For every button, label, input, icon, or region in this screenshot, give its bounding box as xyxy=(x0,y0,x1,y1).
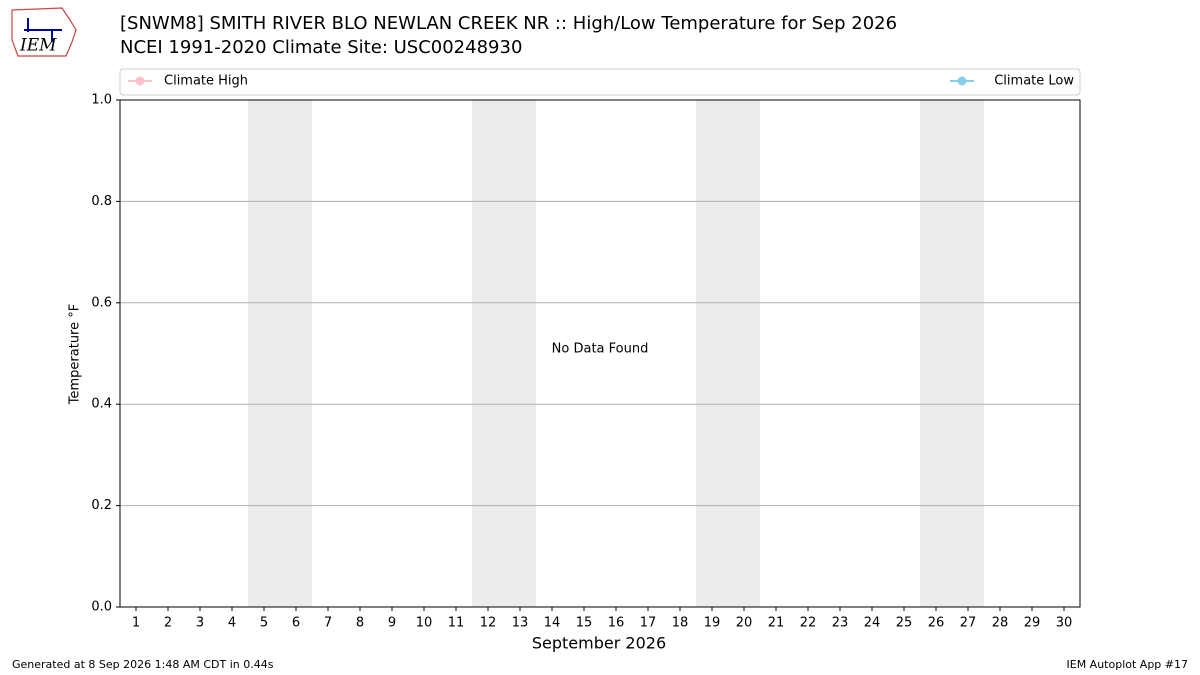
x-tick-label: 5 xyxy=(260,616,268,631)
plot-frame xyxy=(119,99,1081,608)
x-tick-label: 12 xyxy=(480,616,497,631)
x-tick-label: 23 xyxy=(832,616,849,631)
footer-left: Generated at 8 Sep 2026 1:48 AM CDT in 0… xyxy=(12,658,274,671)
y-tick-label: 0.6 xyxy=(91,295,112,310)
chart-title: [SNWM8] SMITH RIVER BLO NEWLAN CREEK NR … xyxy=(120,13,897,34)
logo: IEM xyxy=(11,7,77,57)
x-tick-label: 21 xyxy=(768,616,785,631)
chart-subtitle: NCEI 1991-2020 Climate Site: USC00248930 xyxy=(120,37,522,58)
x-tick-label: 18 xyxy=(672,616,689,631)
weekend-shading xyxy=(248,100,984,607)
legend-label: Climate Low xyxy=(994,74,1074,89)
x-tick-label: 15 xyxy=(576,616,593,631)
x-tick-label: 10 xyxy=(416,616,433,631)
x-tick-label: 30 xyxy=(1056,616,1073,631)
x-tick-label: 26 xyxy=(928,616,945,631)
x-tick-label: 6 xyxy=(292,616,300,631)
logo-text: IEM xyxy=(19,36,57,56)
x-tick-label: 7 xyxy=(324,616,332,631)
x-tick-label: 29 xyxy=(1024,616,1041,631)
x-tick-label: 2 xyxy=(164,616,172,631)
x-axis-label: September 2026 xyxy=(532,634,666,653)
x-tick-label: 22 xyxy=(800,616,817,631)
legend-label: Climate High xyxy=(164,74,248,89)
x-tick-label: 17 xyxy=(640,616,657,631)
y-tick-label: 0.0 xyxy=(91,600,112,615)
y-tick-label: 1.0 xyxy=(91,93,112,108)
x-tick-label: 24 xyxy=(864,616,881,631)
legend xyxy=(119,68,1081,96)
weekend-band xyxy=(696,100,760,607)
y-tick-label: 0.8 xyxy=(91,194,112,209)
x-tick-label: 13 xyxy=(512,616,529,631)
x-tick-label: 11 xyxy=(448,616,465,631)
y-tick-label: 0.4 xyxy=(91,397,112,412)
legend-marker xyxy=(957,76,967,86)
legend-marker xyxy=(135,76,145,86)
y-tick-label: 0.2 xyxy=(91,498,112,513)
x-tick-label: 8 xyxy=(356,616,364,631)
x-tick-label: 25 xyxy=(896,616,913,631)
x-tick-label: 3 xyxy=(196,616,204,631)
x-tick-label: 9 xyxy=(388,616,396,631)
x-tick-label: 27 xyxy=(960,616,977,631)
x-tick-label: 20 xyxy=(736,616,753,631)
y-axis-label: Temperature °F xyxy=(68,304,83,405)
x-tick-label: 14 xyxy=(544,616,561,631)
weekend-band xyxy=(248,100,312,607)
x-tick-label: 16 xyxy=(608,616,625,631)
x-tick-label: 4 xyxy=(228,616,236,631)
weekend-band xyxy=(472,100,536,607)
x-tick-label: 19 xyxy=(704,616,721,631)
footer-right: IEM Autoplot App #17 xyxy=(1067,658,1189,671)
x-tick-label: 28 xyxy=(992,616,1009,631)
annotation: No Data Found xyxy=(552,342,649,357)
weekend-band xyxy=(920,100,984,607)
x-tick-label: 1 xyxy=(132,616,140,631)
